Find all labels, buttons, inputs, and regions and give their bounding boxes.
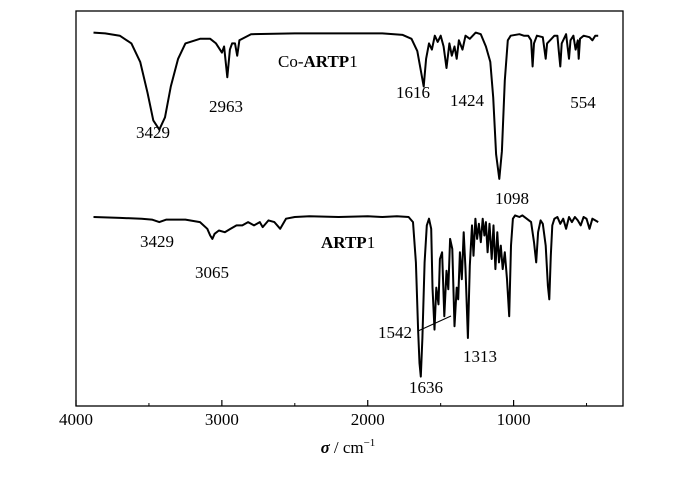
- x-axis-label-unit: / cm: [334, 438, 364, 457]
- peak-label-artp-1313: 1313: [463, 347, 497, 366]
- spectrum-line-artp1: [93, 214, 599, 378]
- series-label-co-artp1-bold: ARTP: [304, 52, 350, 71]
- peak-label-artp-1542: 1542: [378, 323, 412, 342]
- x-axis-label: σ / cm−1: [321, 437, 376, 457]
- peak-leader-1542: [417, 315, 452, 332]
- x-tick-label: 3000: [205, 410, 239, 429]
- x-axis: 4000 3000 2000 1000: [59, 400, 588, 429]
- x-tick-label: 4000: [59, 410, 93, 429]
- series-layer: [93, 31, 599, 378]
- x-axis-label-symbol: σ: [321, 438, 331, 457]
- x-axis-label-exponent: −1: [364, 437, 376, 449]
- peak-label-co-1098: 1098: [495, 189, 529, 208]
- spectrum-line-co-artp1: [93, 31, 599, 180]
- peak-labels: 3429 2963 1616 1424 1098 554 3429 3065 1…: [136, 83, 596, 397]
- peak-label-co-1424: 1424: [450, 91, 485, 110]
- series-label-co-artp1-prefix: Co-: [278, 52, 304, 71]
- peak-label-co-554: 554: [570, 93, 596, 112]
- series-label-co-artp1: Co-ARTP1: [278, 52, 358, 71]
- peak-label-co-2963: 2963: [209, 97, 243, 116]
- peak-label-artp-3065: 3065: [195, 263, 229, 282]
- series-label-artp1: ARTP1: [321, 233, 375, 252]
- peak-label-artp-3429: 3429: [140, 232, 174, 251]
- plot-frame: [75, 10, 624, 407]
- series-label-artp1-bold: ARTP: [321, 233, 367, 252]
- peak-label-co-3429: 3429: [136, 123, 170, 142]
- x-tick-label: 1000: [497, 410, 531, 429]
- peak-label-artp-1636: 1636: [409, 378, 443, 397]
- peak-label-co-1616: 1616: [396, 83, 430, 102]
- series-label-co-artp1-suffix: 1: [349, 52, 358, 71]
- series-label-artp1-suffix: 1: [367, 233, 376, 252]
- x-tick-label: 2000: [351, 410, 385, 429]
